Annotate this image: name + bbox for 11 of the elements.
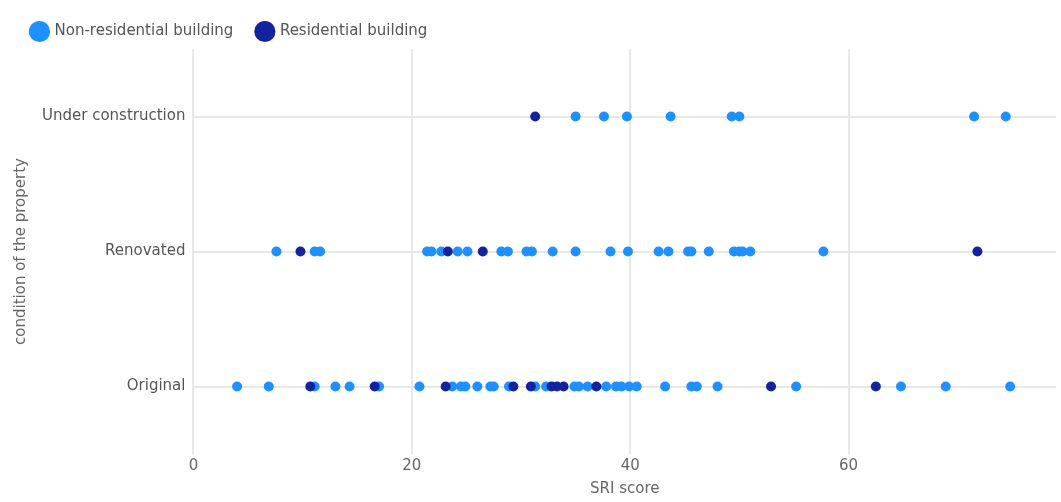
y-tick-label: Renovated (105, 241, 186, 260)
x-tick-label: 0 (188, 455, 199, 474)
x-tick-label: 60 (839, 455, 859, 474)
y-tick-label: Under construction (42, 106, 186, 125)
y-tick-label: Original (126, 376, 186, 395)
legend-label: Non-residential building (54, 21, 234, 40)
x-axis-title: SRI score (590, 478, 660, 497)
x-tick-label: 20 (402, 455, 422, 474)
x-tick-label: 40 (620, 455, 640, 474)
y-axis-title: condition of the property (10, 157, 29, 345)
legend-label: Residential building (279, 21, 428, 40)
